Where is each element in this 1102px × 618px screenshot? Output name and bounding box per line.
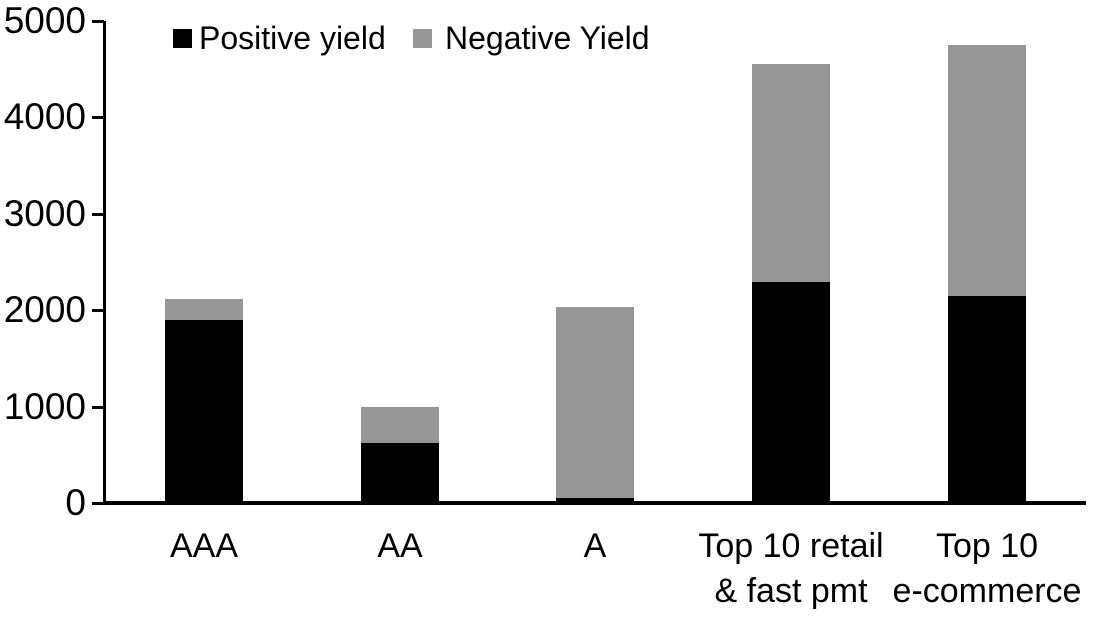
x-category-label: AA [377,527,423,565]
x-category-label: AAA [169,527,239,565]
y-tick-label: 5000 [3,0,86,41]
bar-segment-negative-yield [948,45,1026,296]
y-tick-label: 3000 [3,193,86,234]
y-tick-mark [92,116,104,119]
bar-segment-positive-yield [948,296,1026,503]
bar-segment-positive-yield [752,282,830,503]
y-tick-mark [92,213,104,216]
y-tick-label: 1000 [3,386,86,427]
bar-segment-negative-yield [752,64,830,282]
y-tick-label: 4000 [3,96,86,137]
y-tick-label: 2000 [3,289,86,330]
x-category-label: Top 10 retail & fast pmt [698,527,884,610]
y-tick-label: 0 [65,482,86,523]
y-tick-mark [92,20,104,23]
legend-label-positive-yield: Positive yield [199,20,386,56]
bar-segment-positive-yield [361,443,439,503]
bar-segment-positive-yield [556,498,634,503]
bar-segment-negative-yield [165,299,243,320]
x-axis-line [103,501,1086,505]
legend-swatch-positive-yield [173,29,192,48]
y-axis-line [103,21,106,505]
x-category-label: A [583,527,607,565]
x-category-label: Top 10 e-commerce [892,527,1082,610]
bar-segment-negative-yield [361,407,439,443]
legend-label-negative-yield: Negative Yield [445,20,650,56]
bar-segment-negative-yield [556,307,634,498]
y-tick-mark [92,502,104,505]
bar-segment-positive-yield [165,320,243,503]
y-tick-mark [92,309,104,312]
legend-swatch-negative-yield [413,29,432,48]
y-tick-mark [92,406,104,409]
